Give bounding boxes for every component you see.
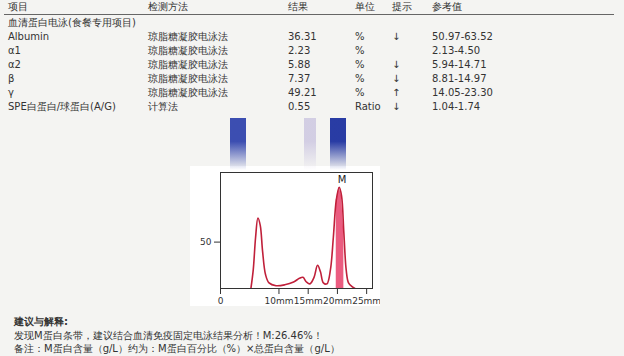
html-text:50.97-63.52: 50.97-63.52 [432, 31, 493, 42]
html-text:建议与解释:: 建议与解释: [14, 316, 68, 327]
html-text:8.81-14.97: 8.81-14.97 [432, 73, 487, 84]
html-text:检测方法: 检测方法 [148, 1, 188, 12]
html-text:γ: γ [8, 87, 14, 98]
svg-text:50: 50 [200, 237, 212, 247]
svg-text:25mm: 25mm [352, 296, 380, 306]
svg-text:0: 0 [218, 296, 224, 306]
html-text:琼脂糖凝胶电泳法: 琼脂糖凝胶电泳法 [148, 59, 228, 70]
html-text:2.13-4.50: 2.13-4.50 [432, 45, 481, 56]
html-text:血清蛋白电泳(食餐专用项目): 血清蛋白电泳(食餐专用项目) [8, 17, 136, 28]
html-text:项目: 项目 [8, 1, 28, 12]
html-text:14.05-23.30: 14.05-23.30 [432, 87, 493, 98]
html-text:琼脂糖凝胶电泳法: 琼脂糖凝胶电泳法 [148, 45, 228, 56]
html-text:提示: 提示 [392, 1, 412, 12]
html-text:7.37: 7.37 [288, 73, 311, 84]
html-text:1.04-1.74: 1.04-1.74 [432, 101, 481, 112]
html-text:琼脂糖凝胶电泳法: 琼脂糖凝胶电泳法 [148, 73, 228, 84]
html-text:发现M蛋白条带，建议结合血清免疫固定电泳结果分析！M:26.: 发现M蛋白条带，建议结合血清免疫固定电泳结果分析！M:26.46%！ [14, 330, 323, 341]
svg-text:10mm: 10mm [264, 296, 293, 306]
html-text:0.55: 0.55 [288, 101, 311, 112]
html-text:结果: 结果 [288, 1, 308, 12]
html-text:α2: α2 [8, 59, 21, 70]
html-text:琼脂糖凝胶电泳法: 琼脂糖凝胶电泳法 [148, 31, 228, 42]
html-text:SPE白蛋白/球蛋白(A/G): SPE白蛋白/球蛋白(A/G) [8, 101, 116, 112]
html-text:36.31: 36.31 [288, 31, 317, 42]
html-text:5.94-14.71: 5.94-14.71 [432, 59, 487, 70]
html-text:备注：M蛋白含量（g/L）约为：M蛋白百分比（%）×总蛋白含: 备注：M蛋白含量（g/L）约为：M蛋白百分比（%）×总蛋白含量（g/L） [14, 343, 340, 354]
html-text:5.88: 5.88 [288, 59, 311, 70]
html-text:α1: α1 [8, 45, 21, 56]
html-text:2.23: 2.23 [288, 45, 311, 56]
html-text:β: β [8, 73, 15, 84]
html-text:49.21: 49.21 [288, 87, 317, 98]
html-text:Ratio: Ratio [355, 101, 381, 112]
svg-text:15mm: 15mm [294, 296, 323, 306]
html-text:Albumin: Albumin [8, 31, 50, 42]
html-text:参考值: 参考值 [432, 1, 462, 12]
html-text:琼脂糖凝胶电泳法: 琼脂糖凝胶电泳法 [148, 87, 228, 98]
svg-text:20mm: 20mm [323, 296, 352, 306]
html-text:单位: 单位 [355, 1, 375, 12]
html-text:计算法: 计算法 [148, 101, 178, 112]
svg-text:M: M [338, 174, 347, 185]
